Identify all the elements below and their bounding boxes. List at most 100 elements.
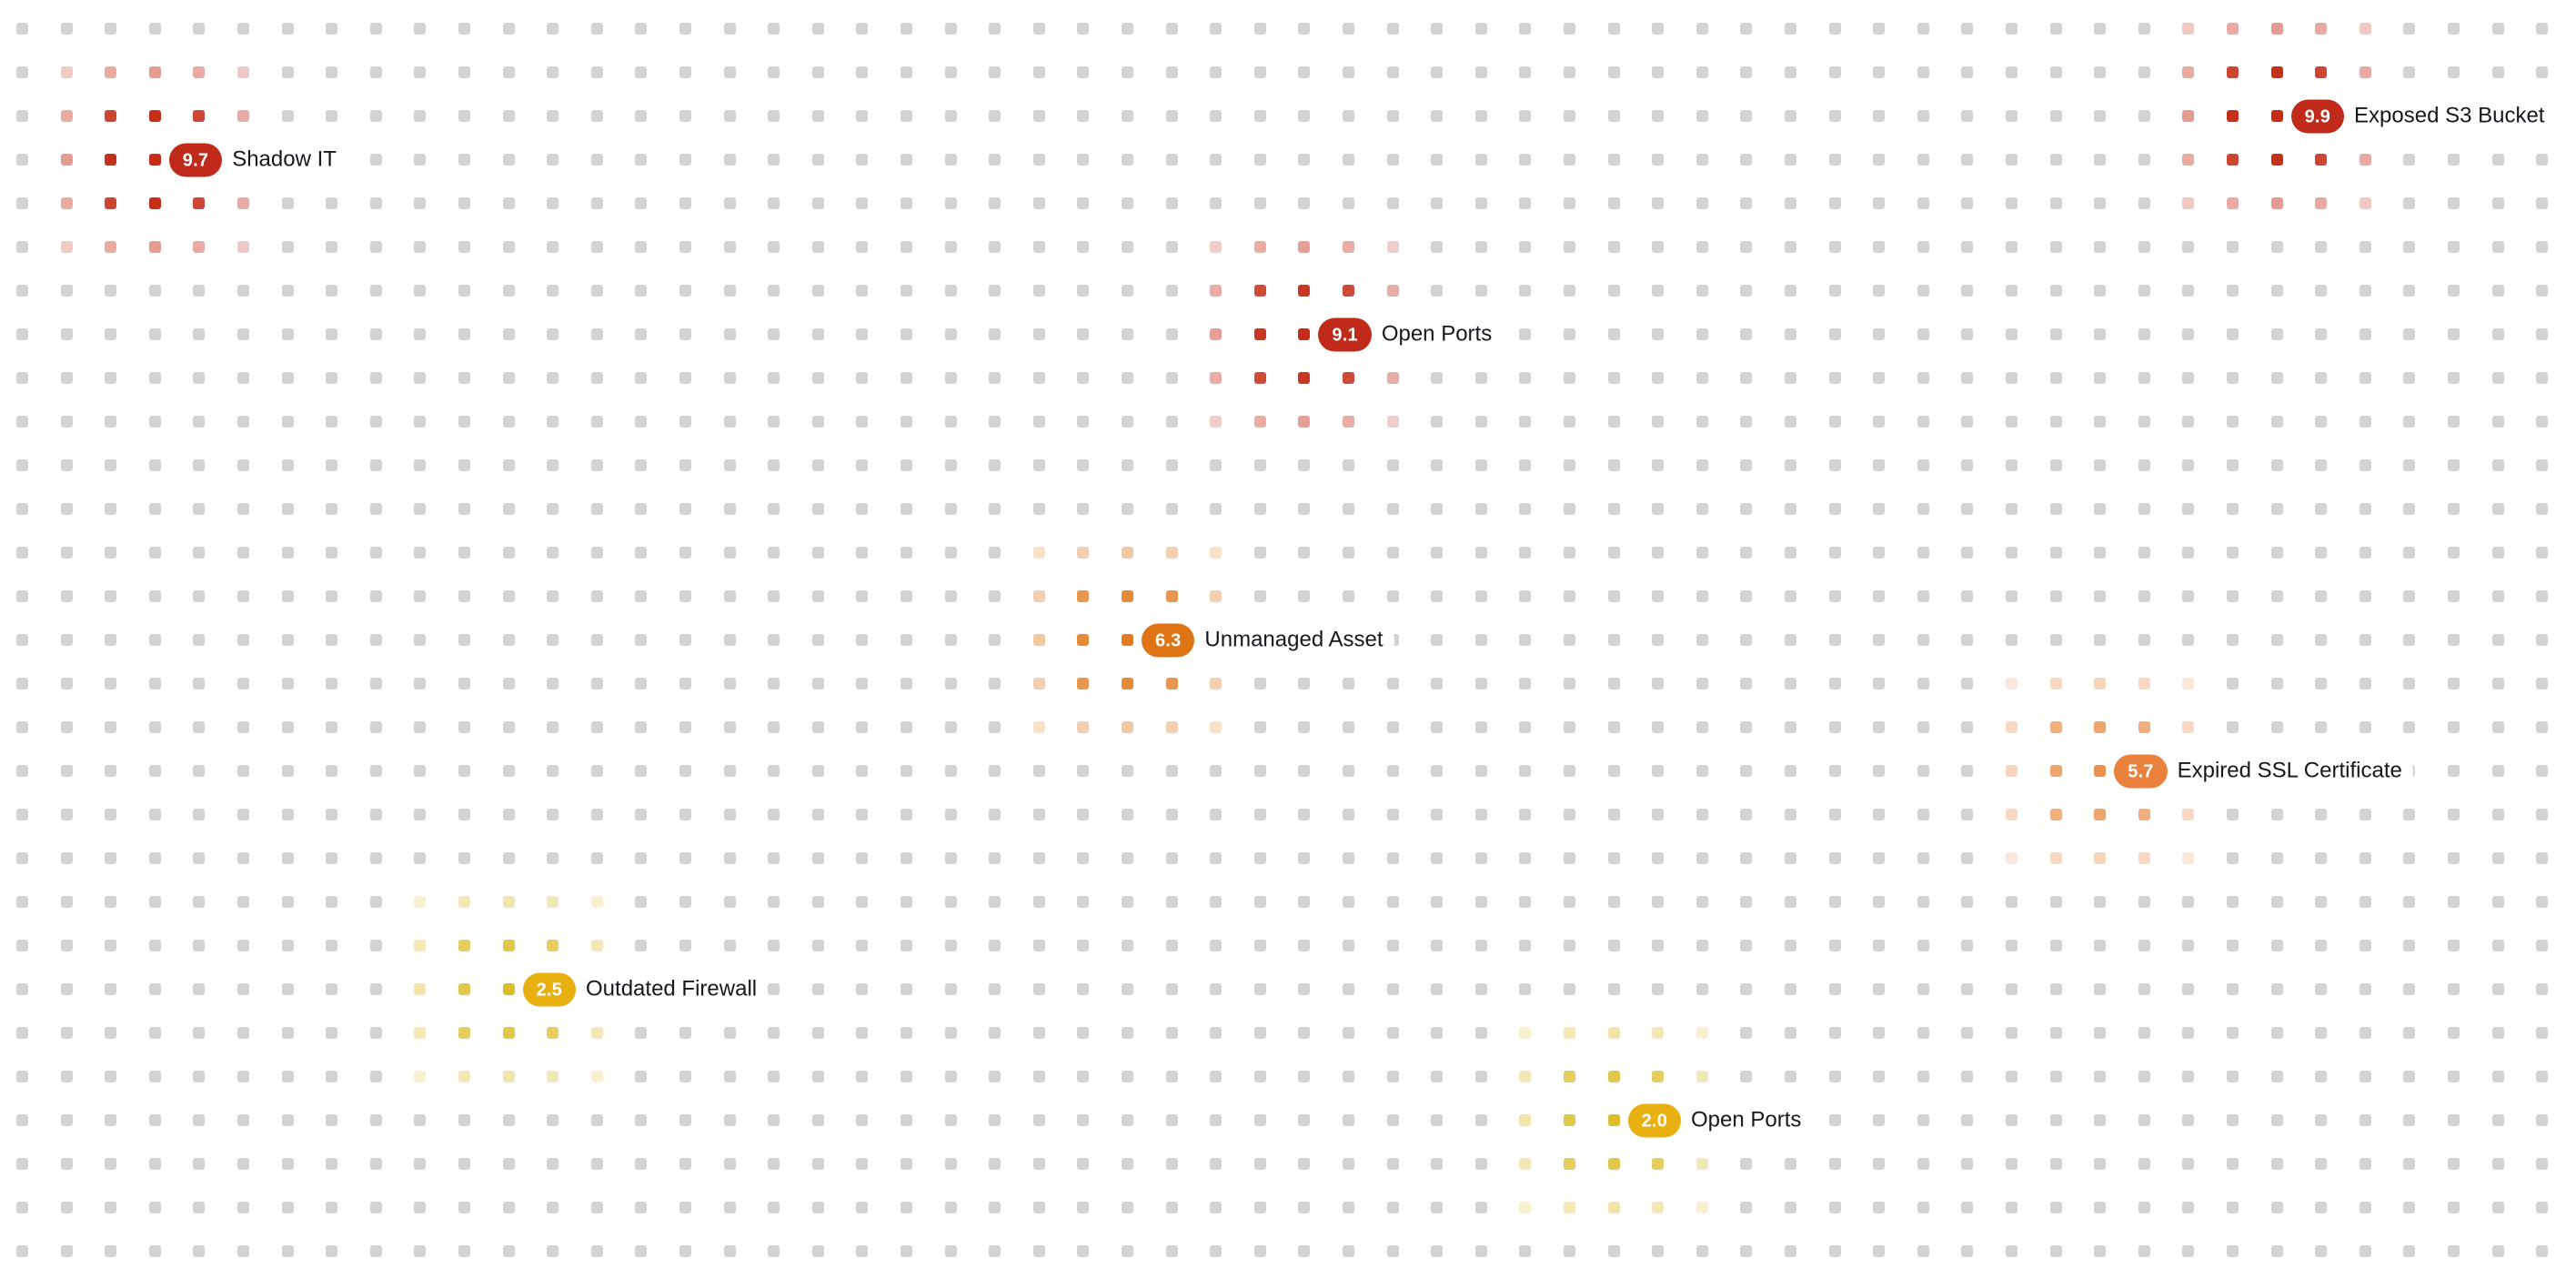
grid-dot bbox=[1386, 547, 1399, 559]
grid-dot bbox=[1961, 23, 1974, 35]
grid-dot bbox=[326, 459, 338, 471]
grid-dot bbox=[1519, 328, 1532, 340]
grid-dot bbox=[2403, 372, 2416, 384]
grid-dot bbox=[1961, 459, 1974, 471]
grid-dot bbox=[679, 197, 691, 209]
grid-dot bbox=[458, 416, 470, 428]
grid-dot bbox=[1828, 590, 1841, 602]
hotspot-marker[interactable]: 9.9 Exposed S3 Bucket bbox=[2286, 95, 2556, 137]
grid-dot bbox=[1431, 66, 1444, 78]
heat-dot bbox=[2270, 110, 2283, 122]
grid-dot bbox=[2403, 459, 2416, 471]
grid-dot bbox=[1652, 372, 1665, 384]
grid-dot bbox=[989, 197, 1001, 209]
grid-dot bbox=[1652, 547, 1665, 559]
grid-dot bbox=[901, 285, 912, 297]
grid-dot bbox=[989, 590, 1001, 602]
grid-dot bbox=[2403, 197, 2416, 209]
grid-dot bbox=[1607, 459, 1620, 471]
heat-dot bbox=[2227, 110, 2239, 122]
heat-dot bbox=[1343, 241, 1354, 253]
grid-dot bbox=[1652, 634, 1665, 646]
grid-dot bbox=[1253, 547, 1266, 559]
grid-dot bbox=[2138, 416, 2150, 428]
grid-dot bbox=[547, 372, 559, 384]
hotspot-marker[interactable]: 9.1 Open Ports bbox=[1313, 313, 1504, 356]
hotspot-marker[interactable]: 6.3 Unmanaged Asset bbox=[1137, 619, 1394, 661]
grid-dot bbox=[2094, 66, 2107, 78]
grid-dot bbox=[1431, 110, 1444, 122]
grid-dot bbox=[2448, 154, 2460, 166]
grid-dot bbox=[1828, 285, 1841, 297]
grid-dot bbox=[2138, 503, 2150, 515]
grid-dot bbox=[2182, 372, 2195, 384]
grid-dot bbox=[369, 634, 382, 646]
grid-dot bbox=[768, 197, 780, 209]
grid-dot bbox=[723, 241, 736, 253]
grid-dot bbox=[2491, 416, 2504, 428]
grid-dot bbox=[1253, 459, 1266, 471]
grid-dot bbox=[2359, 459, 2371, 471]
grid-dot bbox=[2094, 328, 2107, 340]
grid-dot bbox=[856, 23, 869, 35]
grid-dot bbox=[679, 416, 691, 428]
grid-dot bbox=[768, 503, 780, 515]
grid-dot bbox=[2403, 590, 2416, 602]
heat-dot bbox=[148, 66, 161, 78]
heat-dot bbox=[2270, 154, 2283, 166]
grid-dot bbox=[2536, 23, 2549, 35]
grid-dot bbox=[1785, 328, 1796, 340]
grid-dot bbox=[2536, 459, 2549, 471]
grid-dot bbox=[16, 503, 28, 515]
grid-dot bbox=[2182, 590, 2195, 602]
grid-dot bbox=[856, 547, 869, 559]
grid-dot bbox=[547, 66, 559, 78]
heat-dot bbox=[60, 66, 73, 78]
grid-dot bbox=[1122, 110, 1133, 122]
grid-dot bbox=[1431, 416, 1444, 428]
heat-dot bbox=[2315, 66, 2328, 78]
grid-dot bbox=[2315, 547, 2328, 559]
grid-dot bbox=[679, 285, 691, 297]
grid-dot bbox=[1873, 590, 1886, 602]
hotspot-marker[interactable]: 2.0 Open Ports bbox=[1623, 1099, 1813, 1142]
hotspot-marker[interactable]: 5.7 Expired SSL Certificate bbox=[2109, 750, 2413, 792]
grid-dot bbox=[1032, 459, 1045, 471]
grid-dot bbox=[811, 590, 824, 602]
grid-dot bbox=[1917, 110, 1929, 122]
grid-dot bbox=[2049, 110, 2062, 122]
hotspot-marker[interactable]: 9.7 Shadow IT bbox=[164, 138, 347, 181]
grid-dot bbox=[1785, 547, 1796, 559]
heat-dot bbox=[2359, 197, 2371, 209]
grid-dot bbox=[1564, 23, 1575, 35]
grid-dot bbox=[2491, 66, 2504, 78]
grid-dot bbox=[1032, 23, 1045, 35]
heat-dot bbox=[2270, 23, 2283, 35]
grid-dot bbox=[2094, 547, 2107, 559]
severity-badge: 9.7 bbox=[168, 143, 223, 176]
grid-dot bbox=[2536, 416, 2549, 428]
grid-dot bbox=[901, 328, 912, 340]
hotspot-label: Open Ports bbox=[1691, 1107, 1802, 1132]
grid-dot bbox=[1210, 503, 1223, 515]
grid-dot bbox=[16, 66, 28, 78]
grid-dot bbox=[1696, 110, 1708, 122]
heat-dot bbox=[2182, 154, 2195, 166]
heat-dot bbox=[1343, 416, 1354, 428]
grid-dot bbox=[2491, 459, 2504, 471]
grid-dot bbox=[2403, 416, 2416, 428]
heat-dot bbox=[1032, 634, 1045, 646]
hotspot-marker[interactable]: 2.5 Outdated Firewall bbox=[518, 968, 769, 1011]
grid-dot bbox=[60, 285, 73, 297]
grid-dot bbox=[1785, 154, 1796, 166]
grid-dot bbox=[1386, 590, 1399, 602]
grid-dot bbox=[16, 154, 28, 166]
grid-dot bbox=[60, 547, 73, 559]
grid-dot bbox=[723, 110, 736, 122]
grid-dot bbox=[856, 66, 869, 78]
grid-dot bbox=[2138, 197, 2150, 209]
grid-dot bbox=[1961, 285, 1974, 297]
grid-dot bbox=[944, 590, 957, 602]
grid-dot bbox=[1431, 547, 1444, 559]
grid-dot bbox=[2094, 154, 2107, 166]
